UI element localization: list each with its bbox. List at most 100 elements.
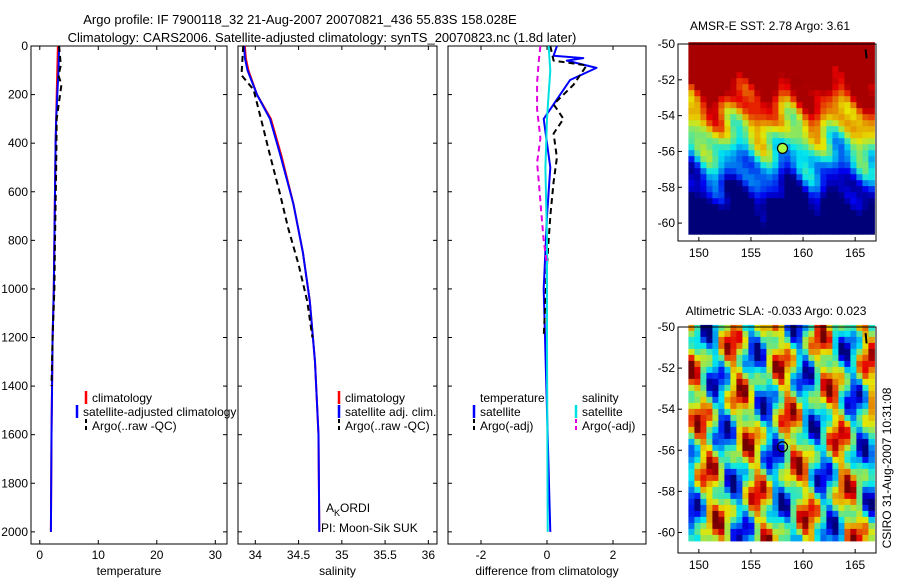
map-cell xyxy=(856,450,863,458)
map-cell xyxy=(712,96,719,103)
map-field xyxy=(688,324,875,542)
map-cell xyxy=(700,72,707,79)
series-group xyxy=(49,46,63,532)
map-cell xyxy=(742,186,749,193)
map-cell xyxy=(814,414,821,422)
map-cell xyxy=(802,360,809,368)
map-cell xyxy=(706,510,713,518)
map-cell xyxy=(730,378,737,386)
map-cell xyxy=(736,222,743,229)
map-cell xyxy=(820,474,827,482)
map-cell xyxy=(754,408,761,416)
map-cell xyxy=(760,156,767,163)
map-cell xyxy=(766,72,773,79)
map-cell xyxy=(850,198,857,205)
map-cell xyxy=(802,210,809,217)
map-cell xyxy=(838,456,845,464)
map-cell xyxy=(856,180,863,187)
map-cell xyxy=(760,150,767,157)
map-cell xyxy=(850,510,857,518)
map-cell xyxy=(742,78,749,85)
map-cell xyxy=(796,450,803,458)
map-cell xyxy=(844,498,851,506)
map-cell xyxy=(748,84,755,91)
map-cell xyxy=(802,180,809,187)
map-cell xyxy=(838,504,845,512)
map-cell xyxy=(814,324,821,332)
map-cell xyxy=(742,72,749,79)
map-cell xyxy=(760,516,767,524)
map-cell xyxy=(706,78,713,85)
map-cell xyxy=(820,156,827,163)
map-cell xyxy=(790,534,797,542)
map-cell xyxy=(736,228,743,235)
map-cell xyxy=(784,168,791,175)
map-cell xyxy=(718,348,725,356)
map-cell xyxy=(778,90,785,97)
map-cell xyxy=(796,504,803,512)
map-cell xyxy=(688,396,695,404)
map-cell xyxy=(742,204,749,211)
y-tick-label: -56 xyxy=(658,144,676,158)
map-cell xyxy=(844,366,851,374)
map-cell xyxy=(694,408,701,416)
map-cell xyxy=(826,168,833,175)
map-cell xyxy=(748,60,755,67)
map-cell xyxy=(802,324,809,332)
map-cell xyxy=(748,522,755,530)
map-cell xyxy=(688,336,695,344)
map-cell xyxy=(694,438,701,446)
map-cell xyxy=(784,414,791,422)
map-cell xyxy=(694,324,701,332)
map-cell xyxy=(856,396,863,404)
map-cell xyxy=(790,342,797,350)
map-cell xyxy=(868,510,875,518)
map-cell xyxy=(760,216,767,223)
y-tick-label: 200 xyxy=(8,88,28,102)
map-cell xyxy=(712,192,719,199)
map-cell xyxy=(742,84,749,91)
map-cell xyxy=(742,498,749,506)
map-cell xyxy=(844,144,851,151)
legend-header-salinity: salinity xyxy=(582,391,619,405)
map-cell xyxy=(772,132,779,139)
map-cell xyxy=(706,396,713,404)
map-cell xyxy=(736,186,743,193)
map-cell xyxy=(772,450,779,458)
map-cell xyxy=(700,414,707,422)
map-cell xyxy=(784,480,791,488)
map-cell xyxy=(736,174,743,181)
map-cell xyxy=(820,516,827,524)
map-cell xyxy=(844,162,851,169)
map-cell xyxy=(724,192,731,199)
map-cell xyxy=(772,408,779,416)
map-cell xyxy=(820,90,827,97)
x-axis-label: temperature xyxy=(97,564,162,578)
map-cell xyxy=(826,354,833,362)
map-cell xyxy=(688,414,695,422)
map-cell xyxy=(748,126,755,133)
map-cell xyxy=(802,216,809,223)
map-cell xyxy=(826,360,833,368)
map-cell xyxy=(862,84,869,91)
map-cell xyxy=(712,510,719,518)
map-cell xyxy=(808,330,815,338)
map-cell xyxy=(712,354,719,362)
map-cell xyxy=(724,342,731,350)
map-cell xyxy=(820,186,827,193)
map-cell xyxy=(868,474,875,482)
map-cell xyxy=(688,84,695,91)
map-cell xyxy=(790,444,797,452)
map-cell xyxy=(868,462,875,470)
map-cell xyxy=(700,336,707,344)
map-cell xyxy=(736,384,743,392)
map-cell xyxy=(754,378,761,386)
map-cell xyxy=(772,168,779,175)
map-cell xyxy=(694,228,701,235)
map-cell xyxy=(802,438,809,446)
map-cell xyxy=(790,432,797,440)
map-cell xyxy=(850,138,857,145)
map-cell xyxy=(724,486,731,494)
map-cell xyxy=(796,360,803,368)
map-cell xyxy=(850,48,857,55)
